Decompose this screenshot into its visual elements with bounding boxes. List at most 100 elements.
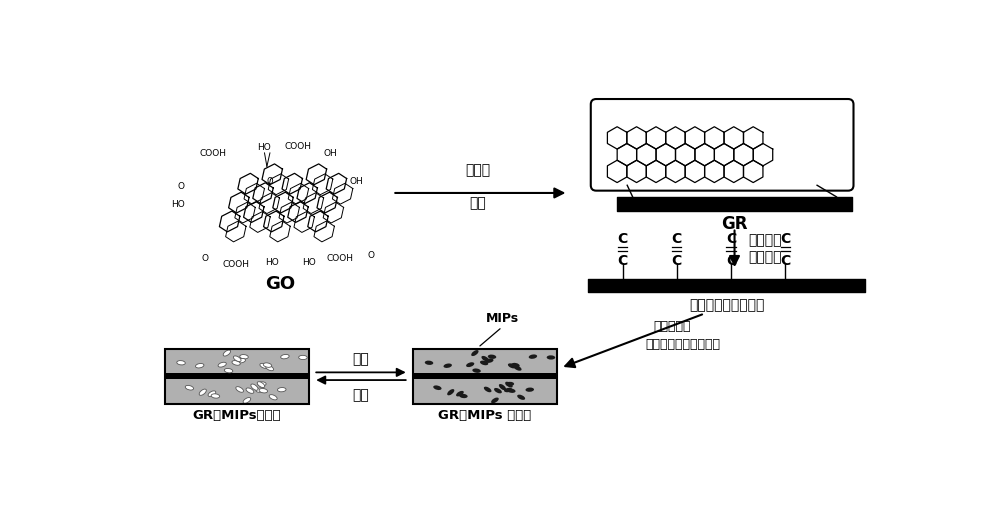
Text: 乙烯基芳: 乙烯基芳 xyxy=(748,234,782,248)
Text: C: C xyxy=(617,254,628,268)
Bar xyxy=(413,349,557,404)
Text: COOH: COOH xyxy=(326,254,353,263)
Text: OH: OH xyxy=(350,177,364,186)
Text: MIPs: MIPs xyxy=(486,312,519,325)
Text: 洗脱: 洗脱 xyxy=(353,388,369,402)
Ellipse shape xyxy=(232,360,240,365)
Ellipse shape xyxy=(525,387,534,392)
Ellipse shape xyxy=(508,364,516,368)
Bar xyxy=(413,374,557,379)
Ellipse shape xyxy=(466,363,474,367)
Ellipse shape xyxy=(237,358,246,363)
Ellipse shape xyxy=(223,350,231,356)
Ellipse shape xyxy=(299,355,307,359)
Ellipse shape xyxy=(266,365,274,370)
Bar xyxy=(165,374,309,379)
Ellipse shape xyxy=(236,387,243,392)
Ellipse shape xyxy=(240,355,248,359)
Bar xyxy=(413,349,557,374)
Text: O: O xyxy=(201,254,208,263)
Ellipse shape xyxy=(506,382,514,386)
Ellipse shape xyxy=(481,356,489,361)
Ellipse shape xyxy=(504,388,512,392)
Ellipse shape xyxy=(511,363,520,367)
Ellipse shape xyxy=(447,389,454,395)
Text: HO: HO xyxy=(258,143,271,152)
Ellipse shape xyxy=(484,387,491,392)
Ellipse shape xyxy=(251,384,258,390)
Text: HO: HO xyxy=(265,259,279,268)
Ellipse shape xyxy=(488,355,496,359)
Ellipse shape xyxy=(246,388,254,393)
Ellipse shape xyxy=(259,388,268,393)
Ellipse shape xyxy=(257,382,265,387)
Text: 水合肼: 水合肼 xyxy=(465,164,490,178)
Ellipse shape xyxy=(185,385,194,390)
Bar xyxy=(165,349,309,374)
Text: C: C xyxy=(780,254,790,268)
Ellipse shape xyxy=(505,382,513,387)
Ellipse shape xyxy=(507,388,516,393)
Ellipse shape xyxy=(517,395,525,400)
Ellipse shape xyxy=(444,364,452,368)
Text: 单体、引发剂、交联剂: 单体、引发剂、交联剂 xyxy=(646,338,721,351)
Text: GR: GR xyxy=(721,215,748,233)
Ellipse shape xyxy=(177,360,185,365)
Ellipse shape xyxy=(433,385,442,390)
Text: C: C xyxy=(726,254,736,268)
Ellipse shape xyxy=(260,364,268,368)
Ellipse shape xyxy=(199,389,206,395)
Text: COOH: COOH xyxy=(284,142,311,151)
Ellipse shape xyxy=(547,355,555,359)
Ellipse shape xyxy=(281,355,289,359)
FancyBboxPatch shape xyxy=(591,99,854,191)
Ellipse shape xyxy=(224,368,233,373)
Ellipse shape xyxy=(243,398,251,403)
Text: C: C xyxy=(780,232,790,246)
Ellipse shape xyxy=(499,384,506,390)
Ellipse shape xyxy=(218,363,226,367)
Bar xyxy=(413,379,557,404)
Text: COOH: COOH xyxy=(222,260,249,269)
Ellipse shape xyxy=(269,395,277,400)
Text: GR／MIPs 洗脱前: GR／MIPs 洗脱前 xyxy=(438,409,532,421)
Ellipse shape xyxy=(208,391,216,396)
Ellipse shape xyxy=(472,368,481,373)
Ellipse shape xyxy=(456,391,464,396)
Text: O: O xyxy=(267,177,273,186)
Text: 香化合物: 香化合物 xyxy=(748,251,782,264)
Ellipse shape xyxy=(514,365,522,370)
Ellipse shape xyxy=(480,360,488,365)
Text: C: C xyxy=(672,232,682,246)
Text: 加热: 加热 xyxy=(469,196,486,210)
Ellipse shape xyxy=(471,350,479,356)
Text: GO: GO xyxy=(265,276,295,293)
Ellipse shape xyxy=(211,394,220,398)
Text: HO: HO xyxy=(302,259,316,268)
Text: O: O xyxy=(178,182,185,191)
Ellipse shape xyxy=(196,364,204,368)
Ellipse shape xyxy=(277,387,286,392)
Text: C: C xyxy=(617,232,628,246)
Text: GR／MIPs洗脱后: GR／MIPs洗脱后 xyxy=(193,409,281,421)
Text: COOH: COOH xyxy=(199,149,226,158)
Bar xyxy=(165,379,309,404)
Ellipse shape xyxy=(258,382,266,386)
Text: 结合: 结合 xyxy=(353,352,369,366)
Ellipse shape xyxy=(256,388,264,392)
Text: C: C xyxy=(726,232,736,246)
Text: 模板分子、: 模板分子、 xyxy=(654,321,691,333)
Ellipse shape xyxy=(425,360,433,365)
Ellipse shape xyxy=(491,398,499,403)
Text: 乙烯基功能化石墨烯: 乙烯基功能化石墨烯 xyxy=(689,298,764,312)
Text: OH: OH xyxy=(324,149,337,158)
Text: HO: HO xyxy=(171,200,185,209)
Ellipse shape xyxy=(263,363,272,367)
Text: O: O xyxy=(367,251,374,260)
Ellipse shape xyxy=(459,394,468,398)
Ellipse shape xyxy=(233,356,241,361)
Bar xyxy=(165,349,309,404)
Ellipse shape xyxy=(485,358,494,363)
Text: C: C xyxy=(672,254,682,268)
Ellipse shape xyxy=(529,355,537,359)
